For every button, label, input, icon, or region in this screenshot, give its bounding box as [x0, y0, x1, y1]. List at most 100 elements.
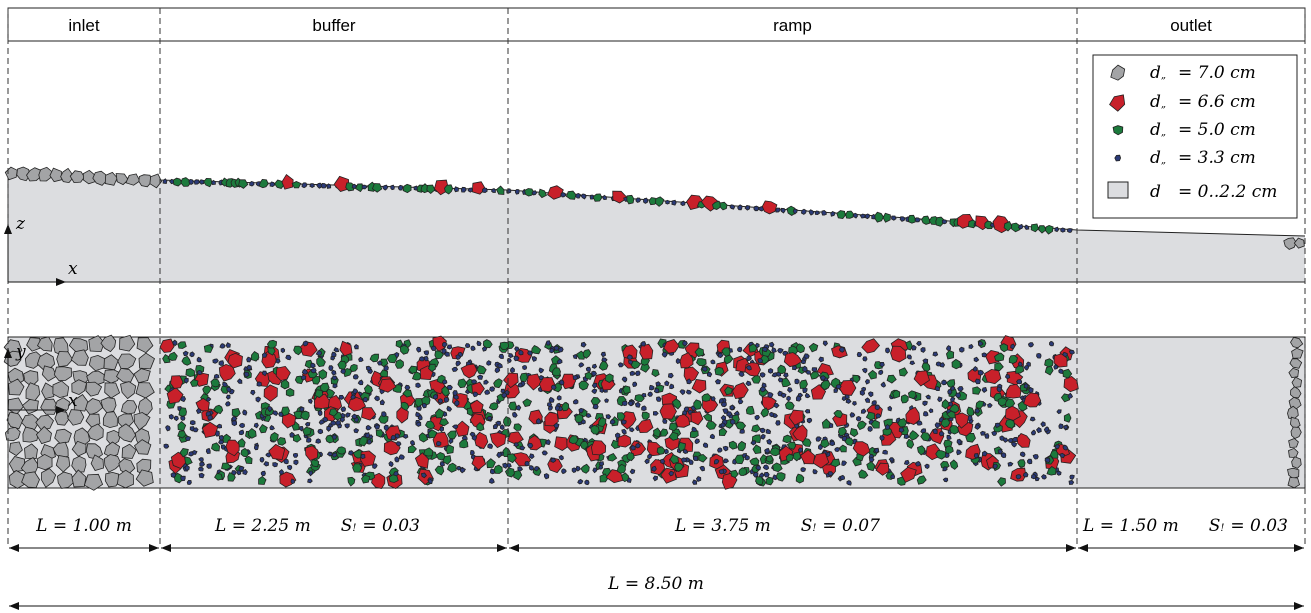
particle [353, 428, 360, 434]
particle [653, 410, 659, 416]
particle [856, 420, 867, 431]
particle [22, 426, 40, 443]
particle [792, 208, 798, 215]
particle [1293, 237, 1305, 249]
particle [423, 350, 430, 356]
particle [718, 427, 728, 437]
particle [459, 438, 469, 449]
particle [316, 356, 326, 368]
particle [759, 372, 766, 378]
particle [219, 343, 226, 349]
particle [117, 353, 137, 369]
particle [118, 423, 137, 443]
particle [582, 349, 592, 359]
particle [916, 475, 927, 485]
particle [268, 443, 286, 460]
particle [115, 367, 135, 383]
particle [376, 360, 383, 366]
particle [524, 460, 530, 467]
particle [937, 396, 943, 403]
particle [236, 470, 242, 476]
particle [193, 179, 200, 185]
particle [980, 430, 986, 436]
particle [1010, 343, 1016, 350]
particle [580, 463, 590, 474]
particle [641, 411, 650, 420]
particle [337, 360, 347, 370]
particle [729, 204, 736, 210]
particle [795, 395, 802, 402]
particle [1044, 457, 1051, 464]
particle [249, 180, 255, 187]
particle [629, 440, 647, 457]
particle [1291, 347, 1304, 359]
particle [800, 467, 807, 473]
particle [968, 344, 974, 350]
particle [1008, 354, 1018, 364]
particle [765, 476, 774, 486]
particle [660, 428, 669, 437]
particle [879, 435, 885, 441]
particle [503, 372, 519, 389]
particle [737, 204, 743, 211]
particle [238, 422, 245, 429]
particle [402, 389, 413, 398]
particle [634, 370, 641, 377]
particle [170, 472, 177, 478]
particle [35, 426, 52, 445]
particle [277, 437, 287, 446]
particle [501, 392, 508, 399]
particle [746, 355, 752, 362]
particle [767, 392, 774, 399]
particle [685, 389, 692, 395]
particle [451, 424, 459, 430]
particle [531, 345, 542, 355]
legend-subscript: „ [1161, 127, 1166, 138]
particle [551, 367, 561, 377]
particle [1044, 358, 1054, 368]
particle [484, 389, 491, 395]
particle [585, 366, 591, 372]
particle [709, 433, 716, 440]
particle [177, 420, 187, 432]
particle [1030, 473, 1037, 480]
particle [103, 369, 122, 384]
particle [544, 411, 559, 427]
particle [196, 369, 203, 376]
particle [149, 173, 163, 189]
particle [481, 187, 488, 194]
particle [580, 341, 587, 348]
particle [181, 355, 192, 366]
particle [973, 453, 979, 459]
particle [951, 358, 961, 370]
particle [436, 441, 442, 447]
particle [285, 387, 295, 397]
particle [184, 435, 191, 442]
particle [661, 351, 668, 358]
particle [691, 379, 707, 394]
particle [90, 454, 105, 471]
particle [471, 435, 478, 441]
particle [602, 194, 607, 201]
particle [173, 415, 179, 422]
particle [336, 446, 347, 455]
particle [104, 382, 121, 399]
particle [880, 381, 886, 388]
particle [85, 413, 101, 428]
particle [1032, 454, 1039, 460]
particle [617, 362, 624, 368]
particle [452, 390, 458, 396]
particle [471, 381, 485, 396]
particle [1114, 154, 1122, 162]
particle [54, 410, 70, 426]
particle [1068, 349, 1075, 355]
particle [827, 471, 834, 477]
particle [382, 184, 389, 191]
particle [1058, 368, 1064, 375]
particle [225, 342, 231, 348]
particle [1288, 367, 1300, 379]
legend-swatch [1107, 181, 1129, 199]
particle [227, 352, 243, 369]
particle [291, 181, 302, 189]
legend-entry: d„ = 7.0 cm [1150, 63, 1256, 83]
